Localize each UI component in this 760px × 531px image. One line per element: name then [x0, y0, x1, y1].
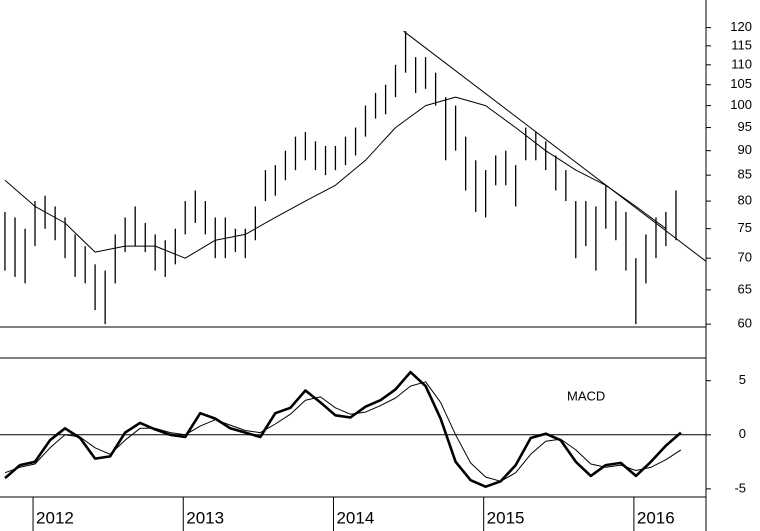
x-tick-label: 2015	[487, 508, 525, 527]
line	[403, 30, 706, 262]
y-tick-label: 105	[730, 76, 752, 91]
y-tick-label: 95	[738, 119, 752, 134]
y-tick-label: 85	[738, 167, 752, 182]
line	[4, 381, 682, 482]
y-tick-label: 120	[730, 19, 752, 34]
y-tick-label: 115	[731, 37, 752, 52]
y-tick-label: 100	[730, 97, 752, 112]
panel-label: MACD	[567, 388, 605, 403]
y-tick-label: 70	[738, 250, 752, 265]
line	[4, 96, 667, 259]
y-tick-label: 90	[738, 142, 752, 157]
x-tick-label: 2016	[637, 508, 675, 527]
x-tick-label: 2012	[36, 508, 74, 527]
y-tick-label: 5	[739, 372, 746, 387]
y-tick-label: 75	[738, 220, 752, 235]
y-tick-label: -5	[734, 480, 746, 495]
y-tick-label: 0	[739, 426, 746, 441]
x-tick-label: 2014	[336, 508, 374, 527]
line	[4, 370, 682, 488]
y-tick-label: 65	[738, 281, 752, 296]
y-tick-label: 80	[738, 193, 752, 208]
x-tick-label: 2013	[186, 508, 224, 527]
y-tick-label: 60	[738, 316, 752, 331]
y-tick-label: 110	[731, 56, 752, 71]
